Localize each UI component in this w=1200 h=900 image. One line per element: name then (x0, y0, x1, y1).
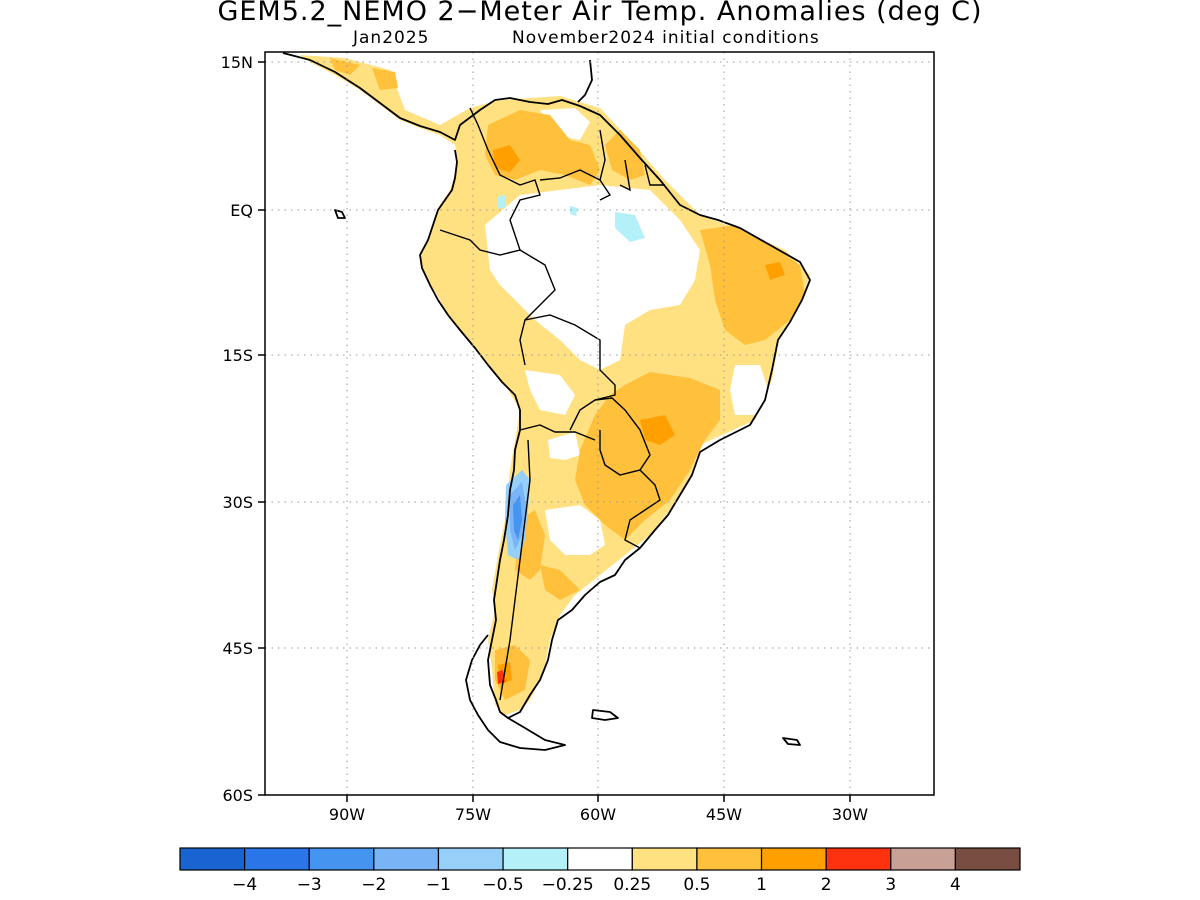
x-tick-label: 90W (329, 805, 365, 824)
colorbar-swatch (696, 847, 763, 871)
y-tick-label: 45S (222, 639, 253, 658)
x-tick-label: 45W (706, 805, 742, 824)
colorbar-label: −0.25 (542, 875, 594, 895)
anomaly-fill-cold (497, 195, 645, 560)
colorbar-label: 2 (821, 875, 832, 895)
colorbar-swatch (244, 847, 310, 871)
colorbar-label: 4 (950, 875, 961, 895)
colorbar-label: −4 (232, 875, 257, 895)
colorbar-swatch (890, 847, 956, 871)
colorbar-label: 1 (756, 875, 767, 895)
coastline (282, 52, 811, 751)
country-borders (439, 107, 665, 701)
colorbar-swatch (502, 847, 569, 871)
colorbar-swatch (308, 847, 375, 871)
colorbar-swatch (954, 847, 1021, 871)
colorbar-label: 3 (885, 875, 896, 895)
y-tick-label: 60S (222, 786, 253, 805)
chart-subtitle-period: Jan2025 (353, 28, 430, 48)
colorbar-label: 0.5 (683, 875, 710, 895)
colorbar-swatch (437, 847, 504, 871)
y-axis (258, 61, 265, 796)
chart-subtitle-init: November2024 initial conditions (512, 28, 820, 48)
colorbar-label: −3 (297, 875, 322, 895)
colorbar (179, 847, 1021, 871)
colorbar-label: −2 (361, 875, 386, 895)
colorbar-label: −0.5 (482, 875, 523, 895)
chart-title: GEM5.2_NEMO 2−Meter Air Temp. Anomalies … (217, 0, 983, 27)
colorbar-swatch (179, 847, 246, 871)
map-area (265, 52, 934, 795)
x-axis (346, 795, 851, 802)
colorbar-label: −1 (426, 875, 451, 895)
y-tick-label: EQ (230, 201, 253, 220)
colorbar-swatch (631, 847, 698, 871)
colorbar-label: 0.25 (613, 875, 651, 895)
colorbar-swatch (825, 847, 892, 871)
x-tick-label: 30W (832, 805, 868, 824)
y-tick-label: 15N (221, 53, 253, 72)
colorbar-swatch (760, 847, 827, 871)
anomaly-fill-deep-orange (493, 145, 785, 685)
anomaly-fill-orange (330, 58, 805, 700)
grid-lines (265, 52, 934, 795)
anomaly-fill-neutral (485, 108, 770, 555)
colorbar-labels: −4 −3 −2 −1 −0.5 −0.25 0.25 0.5 1 2 3 4 (232, 875, 961, 895)
map-frame (264, 51, 935, 796)
colorbar-swatch (373, 847, 440, 871)
y-tick-label: 30S (222, 493, 253, 512)
colorbar-swatch (567, 847, 633, 871)
x-tick-label: 60W (580, 805, 616, 824)
x-tick-label: 75W (455, 805, 491, 824)
y-tick-label: 15S (222, 346, 253, 365)
